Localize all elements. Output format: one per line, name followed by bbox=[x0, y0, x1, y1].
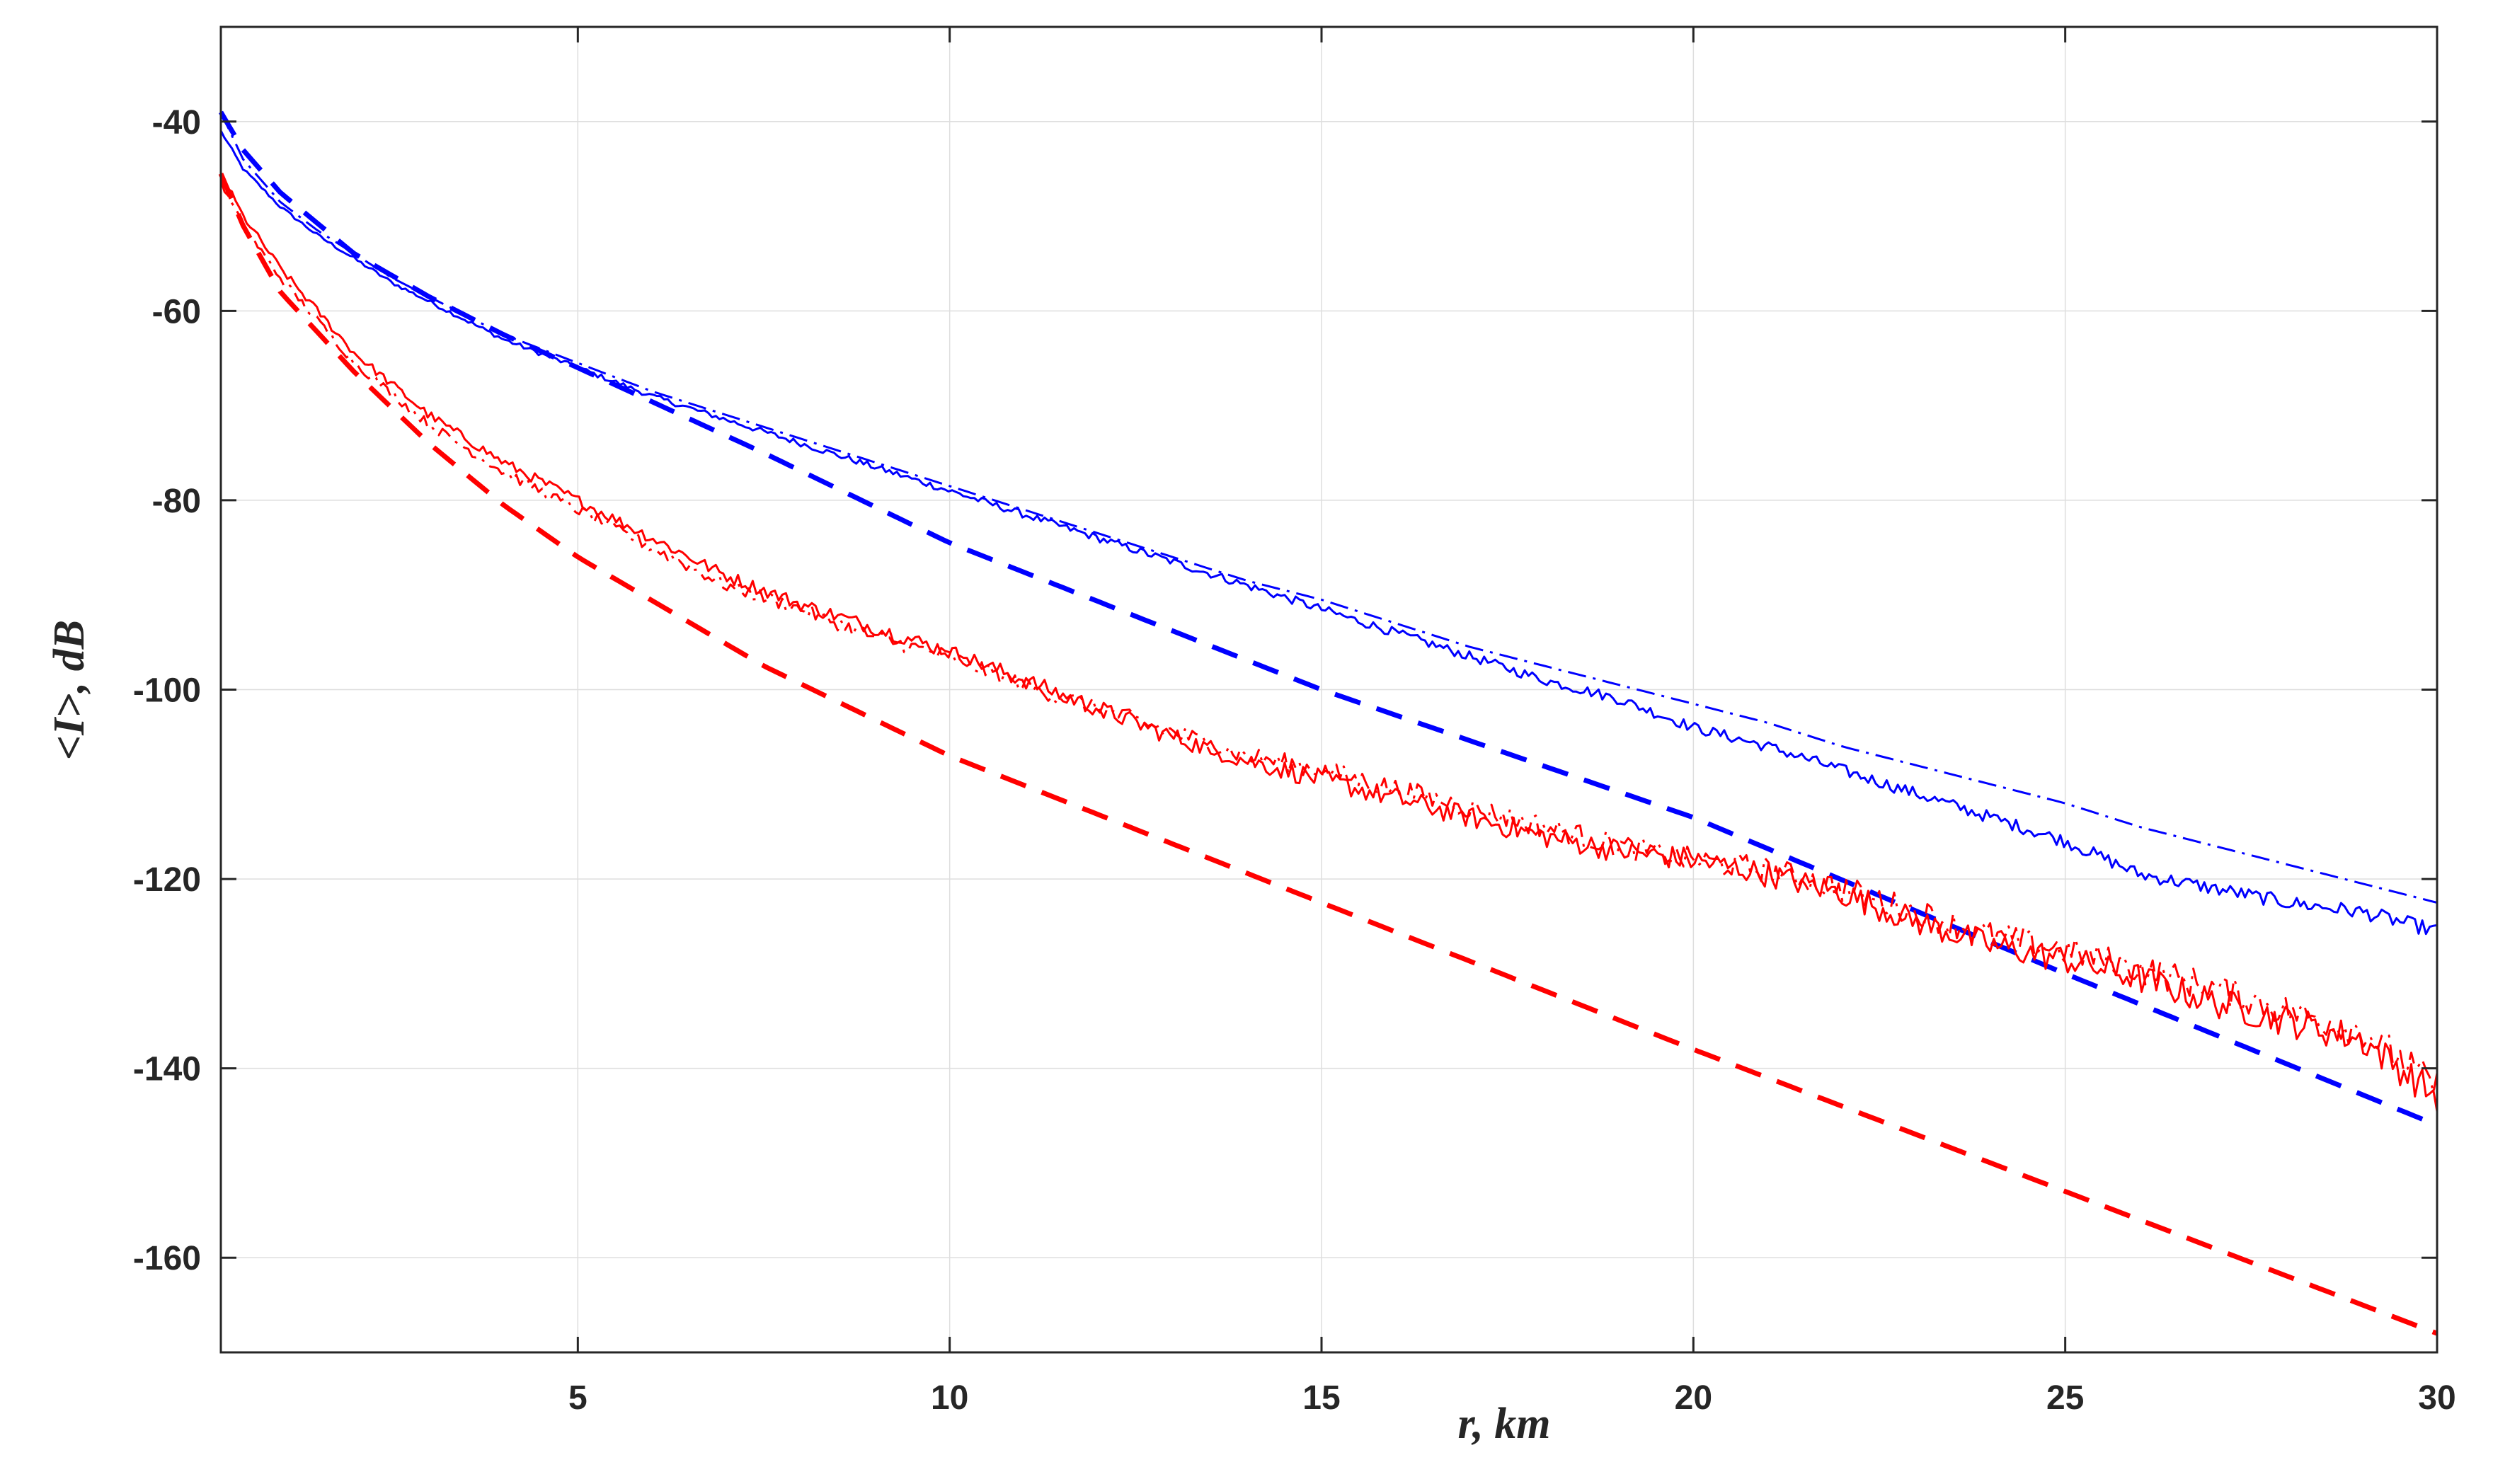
y-tick-label: -80 bbox=[152, 483, 201, 520]
y-tick-label: -140 bbox=[133, 1051, 201, 1088]
y-tick-label: -160 bbox=[133, 1240, 201, 1277]
y-axis-label: <I>, dB bbox=[45, 620, 93, 760]
series-line-4 bbox=[219, 172, 2438, 1112]
x-tick-label: 15 bbox=[1302, 1379, 1340, 1417]
grid-lines bbox=[221, 27, 2437, 1352]
x-tick-label: 25 bbox=[2046, 1379, 2084, 1417]
x-tick-label: 30 bbox=[2418, 1379, 2455, 1417]
x-tick-label: 5 bbox=[568, 1379, 588, 1417]
x-tick-label: 20 bbox=[1675, 1379, 1712, 1417]
x-axis-label: r, km bbox=[1458, 1400, 1551, 1448]
axis-ticks: 5 10 15 20 25 30 -40 -60 -80 -100 -120 -140 -160 bbox=[133, 27, 2456, 1417]
series-line-3 bbox=[218, 110, 2438, 1128]
y-tick-label: -100 bbox=[133, 672, 201, 710]
x-tick-label: 10 bbox=[931, 1379, 968, 1417]
y-tick-label: -60 bbox=[152, 293, 201, 330]
y-tick-label: -120 bbox=[133, 861, 201, 899]
y-tick-label: -40 bbox=[152, 104, 201, 142]
series-line-6 bbox=[218, 173, 2438, 1336]
series-layer bbox=[218, 110, 2438, 1336]
series-line-2 bbox=[219, 111, 2438, 904]
